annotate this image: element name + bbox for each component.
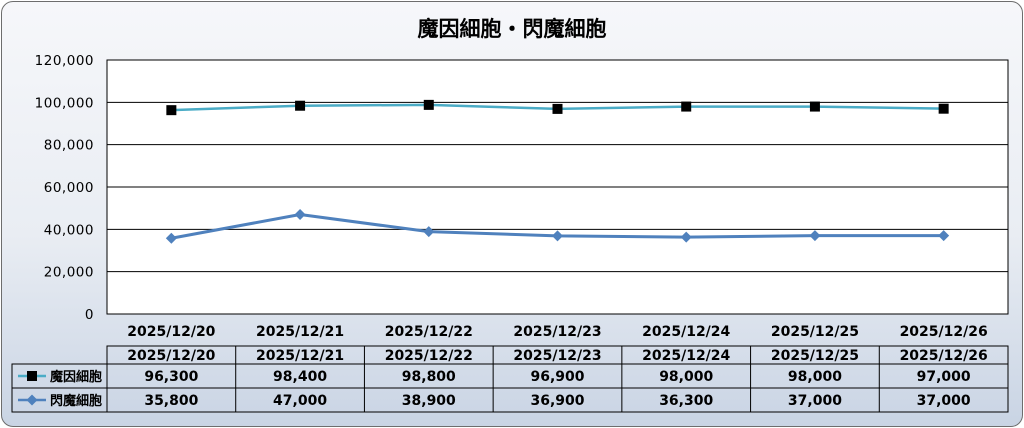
data-table-header-cell: 2025/12/23	[513, 348, 601, 364]
data-table-value-cell: 47,000	[273, 393, 327, 409]
x-tick-label: 2025/12/20	[127, 324, 215, 340]
data-table-value-cell: 96,900	[530, 369, 584, 385]
data-table-value-cell: 98,000	[659, 369, 713, 385]
y-tick-label: 60,000	[44, 180, 94, 196]
data-table-header-cell: 2025/12/24	[642, 348, 730, 364]
data-table-header-cell: 2025/12/20	[127, 348, 215, 364]
data-point-series-2	[552, 230, 563, 242]
data-table-value-cell: 98,000	[788, 369, 842, 385]
x-tick-label: 2025/12/21	[256, 324, 344, 340]
y-tick-label: 100,000	[35, 95, 94, 111]
data-point-series-1	[295, 100, 306, 111]
data-point-series-2	[423, 226, 435, 238]
data-point-series-1	[423, 99, 434, 110]
data-table-value-cell: 36,900	[530, 393, 584, 409]
y-tick-label: 120,000	[35, 53, 94, 69]
data-table-value-cell: 37,000	[917, 393, 971, 409]
x-tick-label: 2025/12/24	[642, 324, 730, 340]
data-table-header-cell: 2025/12/21	[256, 348, 344, 364]
data-point-series-1	[809, 101, 820, 112]
data-table-value-cell: 96,300	[144, 369, 198, 385]
x-tick-label: 2025/12/22	[385, 324, 473, 340]
data-table-value-cell: 98,800	[402, 369, 456, 385]
chart-title: 魔因細胞・閃魔細胞	[418, 17, 607, 41]
y-tick-label: 0	[85, 307, 94, 323]
x-tick-label: 2025/12/23	[513, 324, 601, 340]
data-point-series-1	[552, 103, 563, 114]
data-table-value-cell: 35,800	[144, 393, 198, 409]
y-tick-label: 40,000	[44, 222, 94, 238]
data-table-value-cell: 38,900	[402, 393, 456, 409]
data-point-series-2	[809, 230, 821, 242]
x-tick-label: 2025/12/25	[771, 324, 859, 340]
data-point-series-2	[294, 209, 306, 221]
data-table-value-cell: 97,000	[917, 369, 971, 385]
data-point-series-1	[938, 103, 949, 114]
data-table-value-cell: 36,300	[659, 393, 713, 409]
x-tick-label: 2025/12/26	[900, 324, 988, 340]
data-table-header-cell: 2025/12/22	[385, 348, 473, 364]
data-table-value-cell: 98,400	[273, 369, 327, 385]
y-tick-label: 20,000	[44, 265, 94, 281]
data-point-series-2	[165, 232, 177, 244]
data-table-header-cell: 2025/12/26	[900, 348, 988, 364]
data-point-series-1	[681, 101, 692, 112]
data-table-value-cell: 37,000	[788, 393, 842, 409]
data-table-header-cell: 2025/12/25	[771, 348, 859, 364]
legend-series-name: 閃魔細胞	[50, 393, 102, 409]
legend-series-name: 魔因細胞	[50, 369, 102, 385]
legend-key-marker	[27, 371, 37, 381]
y-tick-label: 80,000	[44, 138, 94, 154]
legend-key-marker	[26, 394, 38, 406]
data-point-series-1	[166, 105, 177, 116]
data-point-series-2	[680, 231, 692, 243]
data-point-series-2	[938, 230, 950, 242]
